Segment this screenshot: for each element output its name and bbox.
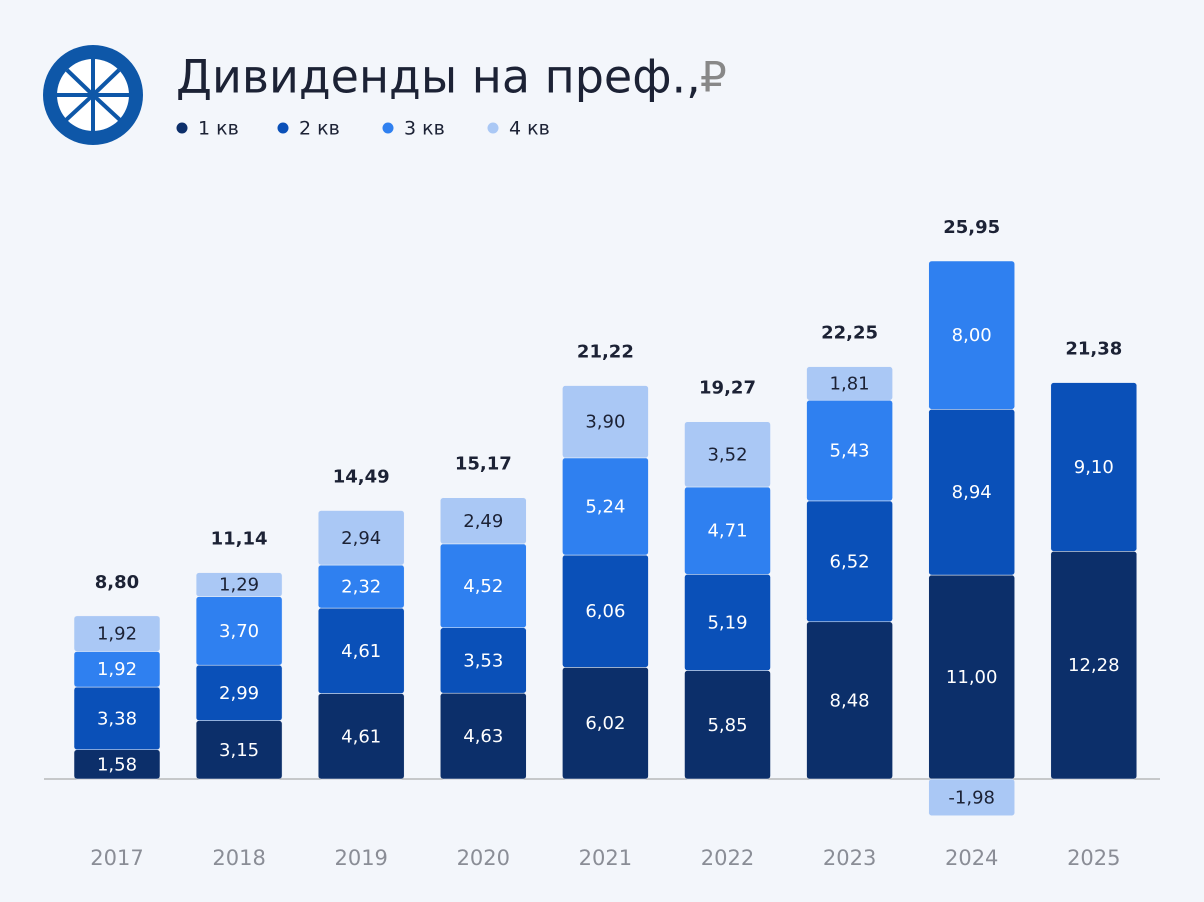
data-label: 1,29 (219, 575, 259, 596)
bar-segment (684, 421, 771, 488)
data-label: 5,43 (830, 441, 870, 462)
x-tick-label: 2024 (945, 846, 998, 870)
data-label: 12,28 (1068, 655, 1120, 676)
total-label: 21,22 (577, 342, 634, 363)
data-label: 6,06 (585, 601, 625, 622)
unit: ₽ (700, 53, 727, 102)
data-label: 1,81 (830, 373, 870, 394)
bar-segment (806, 366, 893, 401)
data-label: 5,24 (585, 496, 625, 517)
bar-segment (928, 260, 1015, 410)
data-label: 2,49 (463, 511, 503, 532)
legend-marker (487, 122, 499, 134)
data-label: 1,58 (97, 754, 137, 775)
chart-title: Дивиденды на преф., (176, 50, 701, 104)
legend-marker (382, 122, 394, 134)
data-label: 3,15 (219, 740, 259, 761)
total-label: 25,95 (943, 217, 1000, 238)
legend-marker (277, 122, 289, 134)
data-label: 2,99 (219, 683, 259, 704)
x-tick-label: 2022 (701, 846, 754, 870)
total-label: 8,80 (95, 572, 139, 593)
bar-segment (1050, 382, 1138, 552)
data-label: 6,02 (585, 713, 625, 734)
data-label: 3,53 (463, 650, 503, 671)
data-label: 4,63 (463, 726, 503, 747)
legend-label: 3 кв (404, 118, 445, 140)
data-label: 8,94 (952, 482, 992, 503)
data-label: 8,48 (830, 690, 870, 711)
data-label: 11,00 (946, 667, 998, 688)
bar-segment (73, 615, 161, 652)
data-label: 2,94 (341, 528, 381, 549)
data-label: 2,32 (341, 577, 381, 598)
legend-label: 4 кв (509, 118, 550, 140)
x-tick-label: 2019 (334, 846, 387, 870)
data-label: 4,52 (463, 576, 503, 597)
legend-label: 2 кв (299, 118, 340, 140)
x-tick-label: 2018 (212, 846, 265, 870)
data-label: 1,92 (97, 624, 137, 645)
bar-segment (440, 497, 527, 545)
data-label: 8,00 (952, 325, 992, 346)
data-label: -1,98 (948, 787, 995, 808)
data-label: 9,10 (1074, 457, 1114, 478)
total-label: 19,27 (699, 378, 756, 399)
data-label: 4,61 (341, 641, 381, 662)
total-label: 21,38 (1065, 339, 1122, 360)
x-tick-label: 2020 (457, 846, 510, 870)
x-tick-label: 2023 (823, 846, 876, 870)
x-tick-label: 2025 (1067, 846, 1120, 870)
data-label: 5,19 (707, 612, 747, 633)
data-label: 3,38 (97, 708, 137, 729)
bar-segment (928, 778, 1015, 816)
logo (43, 45, 143, 145)
total-label: 22,25 (821, 323, 878, 344)
bar-segment (195, 572, 283, 597)
x-tick-label: 2021 (579, 846, 632, 870)
total-label: 11,14 (211, 529, 268, 550)
data-label: 5,85 (707, 715, 747, 736)
data-label: 6,52 (830, 551, 870, 572)
total-label: 15,17 (455, 454, 512, 475)
data-label: 1,92 (97, 659, 137, 680)
x-tick-label: 2017 (90, 846, 143, 870)
data-label: 4,71 (707, 521, 747, 542)
bar-segment (562, 385, 649, 459)
legend-marker (176, 122, 188, 134)
data-label: 4,61 (341, 726, 381, 747)
data-label: 3,52 (707, 444, 747, 465)
data-label: 3,70 (219, 621, 259, 642)
total-label: 14,49 (333, 467, 390, 488)
legend-label: 1 кв (198, 118, 239, 140)
data-label: 3,90 (585, 412, 625, 433)
bar-segment (317, 510, 405, 566)
